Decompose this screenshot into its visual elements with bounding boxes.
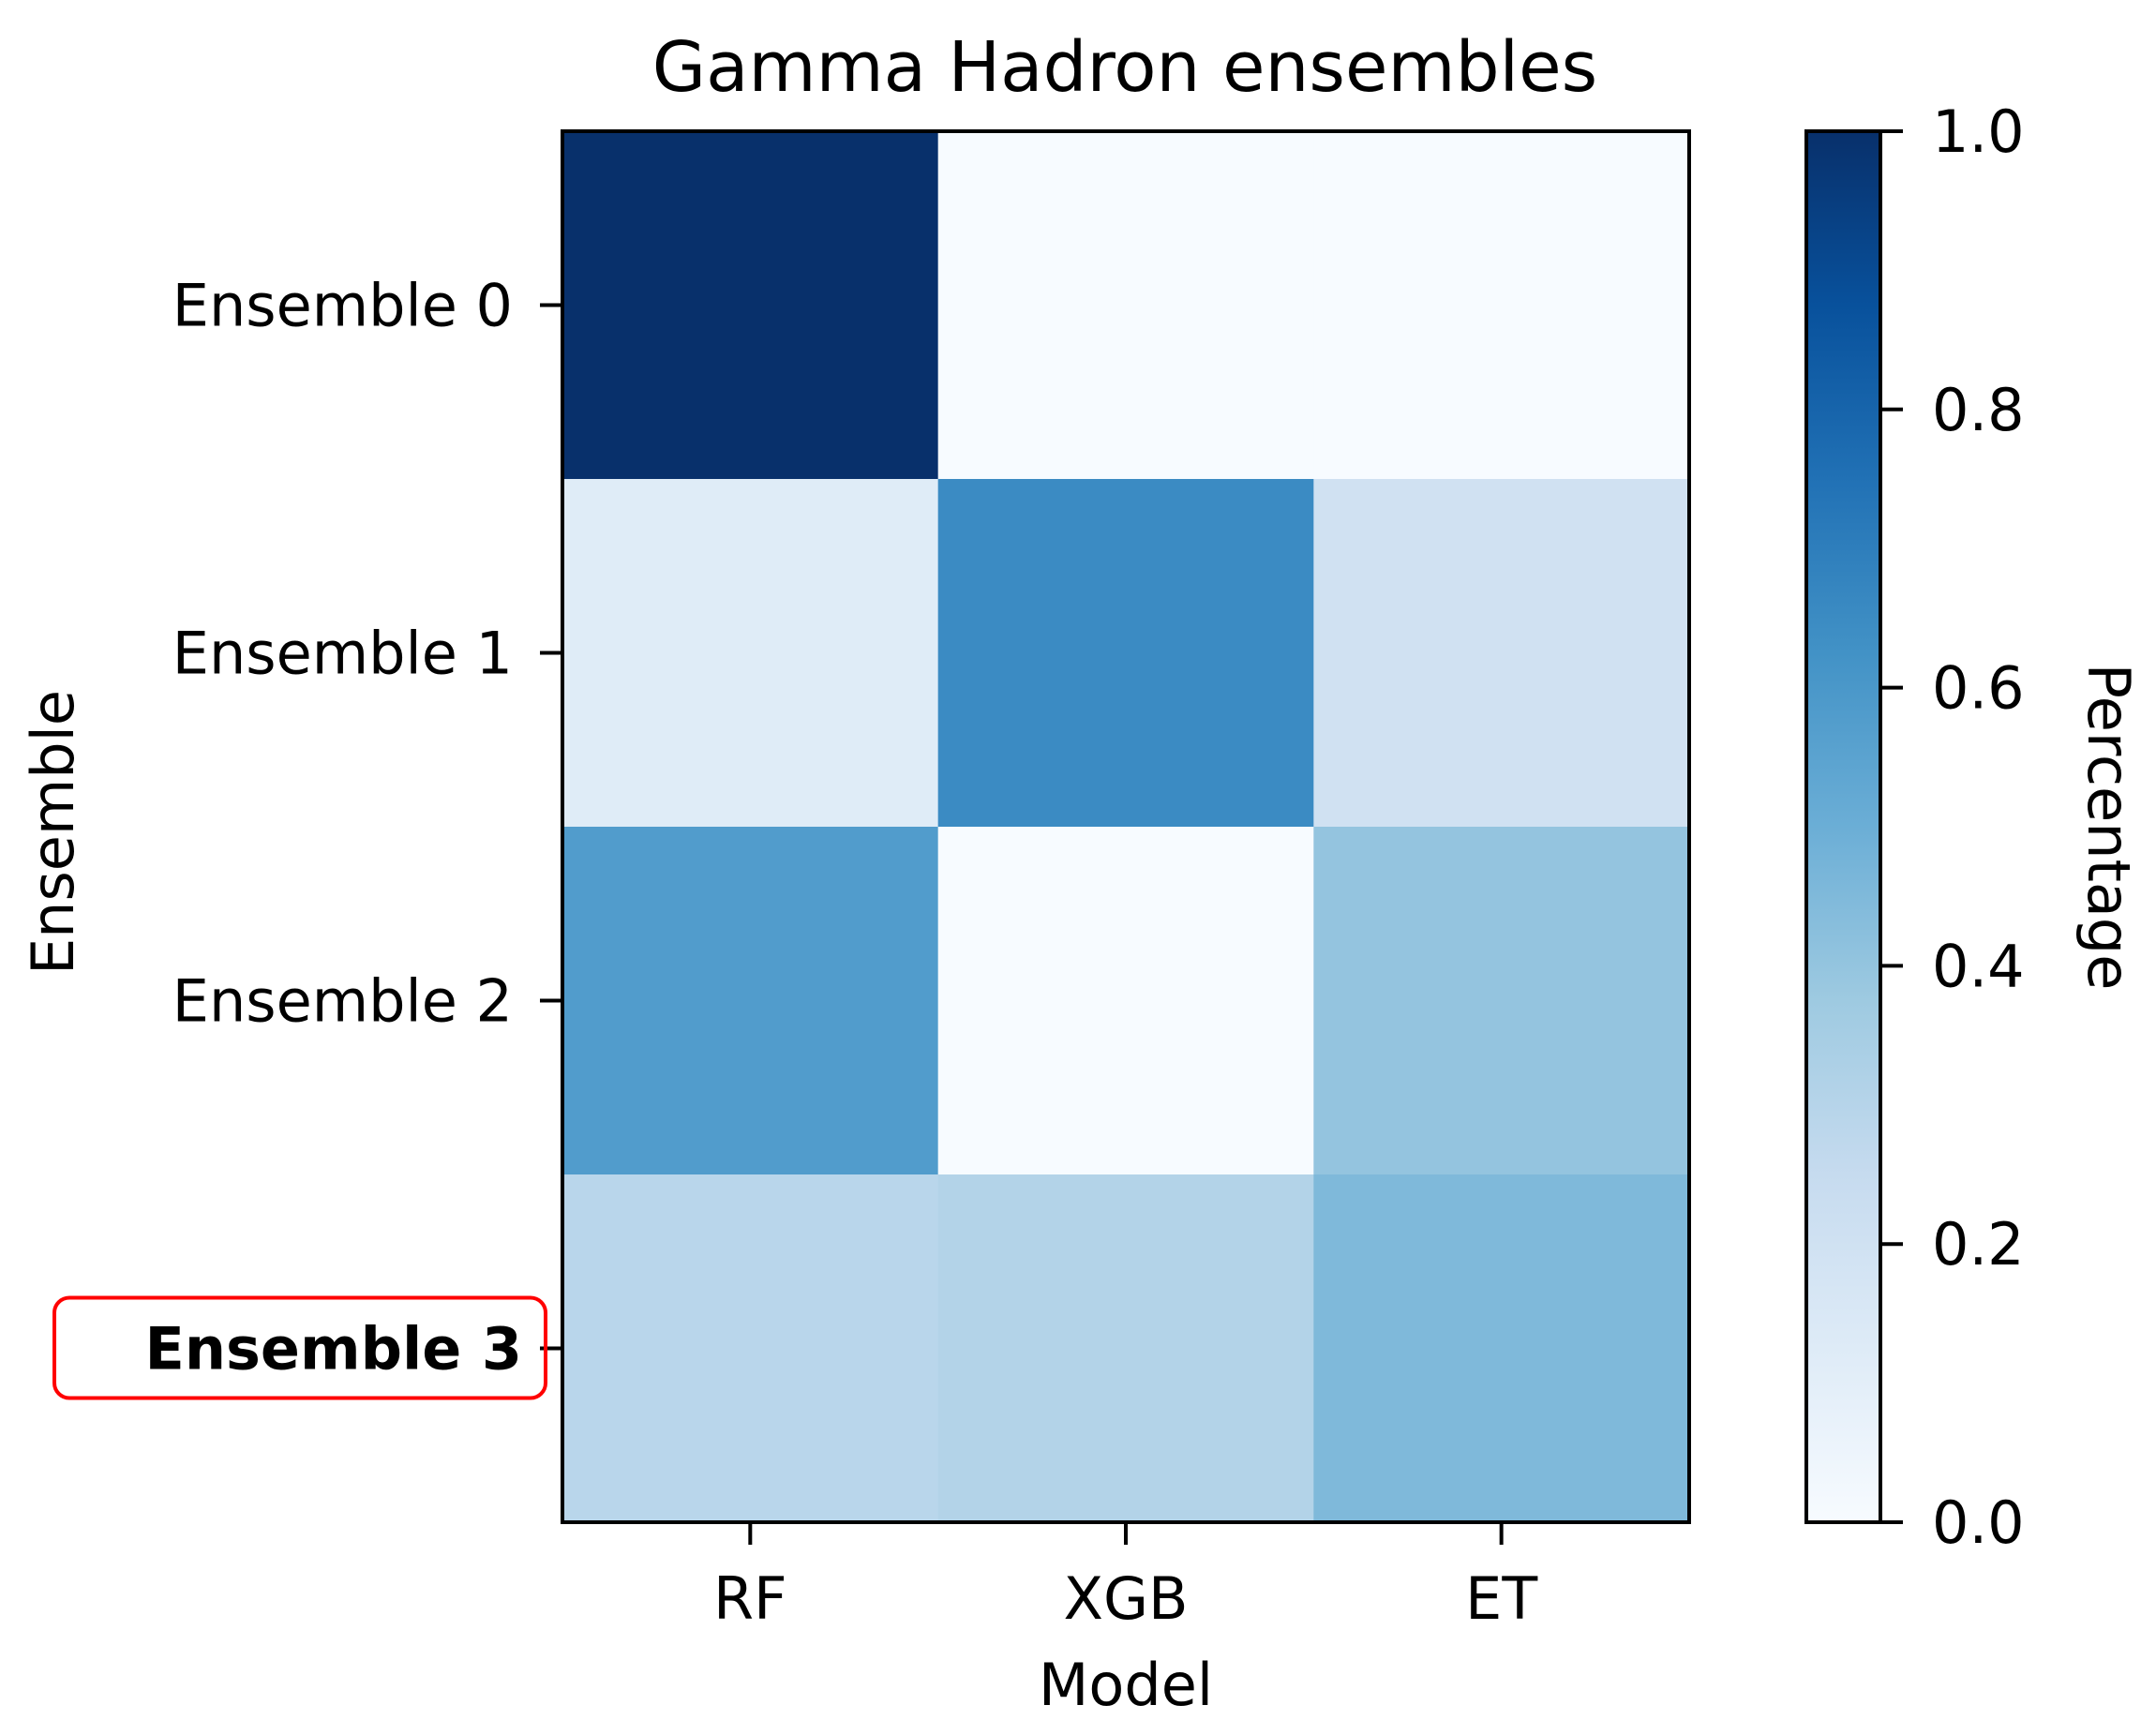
y-tick-label: Ensemble 2 [172,967,513,1036]
highlight-box [52,1295,547,1400]
heatmap-cell-r0-c1 [937,131,1314,480]
x-axis-label: Model [1039,1651,1213,1719]
heatmap-cell-r2-c0 [562,827,939,1175]
heatmap-cell-r3-c2 [1313,1174,1690,1523]
y-axis-label: Ensemble [19,690,87,975]
chart-title: Gamma Hadron ensembles [652,27,1597,108]
x-axis-ticks: RF XGB ET [713,1522,1538,1633]
heatmap-cell-r0-c0 [562,131,939,480]
heatmap-cell-r1-c1 [937,479,1314,828]
heatmap-cell-r3-c0 [562,1174,939,1523]
heatmap-cell-r1-c0 [562,479,939,828]
heatmap-cell-r3-c1 [937,1174,1314,1523]
colorbar-ticks: 0.0 0.2 0.4 0.6 0.8 1.0 [1880,97,2025,1557]
heatmap-cell-r2-c1 [937,827,1314,1175]
colorbar-tick-label: 0.0 [1932,1488,2025,1557]
heatmap-cell-r2-c2 [1313,827,1690,1175]
colorbar-tick-label: 0.6 [1932,654,2025,723]
heatmap-cell-r1-c2 [1313,479,1690,828]
y-tick-label: Ensemble 1 [172,620,513,688]
y-tick-label: Ensemble 0 [172,272,513,340]
y-axis-ticks: Ensemble 0 Ensemble 1 Ensemble 2 Ensemble 3 [52,272,562,1400]
colorbar-tick-label: 0.8 [1932,376,2025,444]
colorbar-tick-label: 1.0 [1932,97,2025,166]
x-tick-label: RF [713,1564,787,1633]
x-tick-label: XGB [1063,1564,1188,1633]
heatmap-cells [562,131,1690,1523]
y-tick-label-highlighted: Ensemble 3 [145,1315,522,1384]
colorbar-label: Percentage [2074,664,2143,991]
colorbar-tick-label: 0.4 [1932,932,2025,1000]
colorbar-tick-label: 0.2 [1932,1210,2025,1279]
heatmap-cell-r0-c2 [1313,131,1690,480]
x-tick-label: ET [1465,1564,1538,1633]
colorbar [1804,129,1882,1524]
